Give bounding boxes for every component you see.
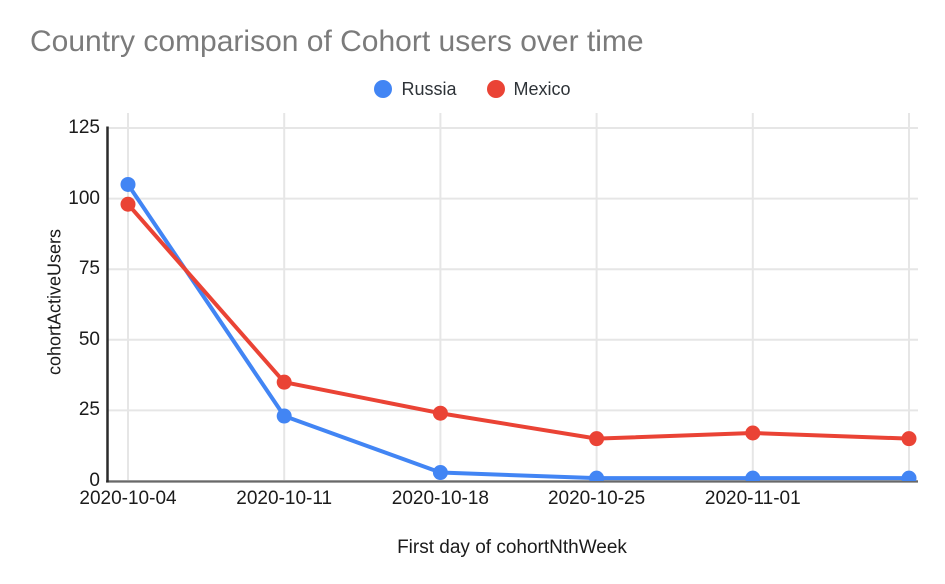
- data-point-mexico-0: [120, 196, 136, 212]
- legend-label-russia: Russia: [401, 78, 457, 99]
- legend-dot-mexico: [486, 80, 505, 98]
- data-point-russia-2: [432, 465, 448, 481]
- data-point-mexico-4: [745, 425, 761, 441]
- y-tick-label-50: 50: [78, 328, 100, 350]
- x-tick-label-2: 2020-10-18: [391, 488, 489, 509]
- y-tick-label-125: 125: [68, 117, 100, 138]
- series-line-mexico: [126, 202, 911, 441]
- y-tick-label-100: 100: [68, 187, 100, 209]
- x-tick-label-3: 2020-10-25: [547, 488, 646, 509]
- data-point-russia-0: [120, 176, 136, 192]
- chart-legend: Russia Mexico: [0, 77, 945, 101]
- chart-title: Country comparison of Cohort users over …: [30, 25, 644, 58]
- legend-label-mexico: Mexico: [513, 78, 571, 99]
- data-point-mexico-1: [276, 374, 292, 390]
- y-axis-title: cohortActiveUsers: [44, 228, 65, 376]
- y-tick-label-0: 0: [89, 470, 100, 491]
- data-point-mexico-2: [432, 405, 448, 421]
- series-line-russia: [126, 182, 911, 481]
- data-point-russia-4: [745, 470, 761, 481]
- legend-item-russia: Russia: [374, 78, 457, 100]
- y-tick-label-75: 75: [78, 258, 100, 280]
- x-tick-label-1: 2020-10-11: [236, 488, 333, 509]
- data-point-russia-3: [589, 470, 605, 481]
- y-tick-label-25: 25: [78, 399, 100, 421]
- data-point-russia-5: [901, 470, 917, 481]
- legend-dot-russia: [374, 80, 393, 98]
- legend-item-mexico: Mexico: [486, 78, 571, 100]
- data-point-mexico-5: [901, 431, 917, 447]
- data-point-russia-1: [276, 408, 292, 424]
- x-axis-title: First day of cohortNthWeek: [397, 537, 627, 558]
- x-tick-label-0: 2020-10-04: [79, 488, 177, 509]
- data-point-mexico-3: [589, 431, 605, 447]
- x-tick-label-4: 2020-11-01: [704, 488, 801, 509]
